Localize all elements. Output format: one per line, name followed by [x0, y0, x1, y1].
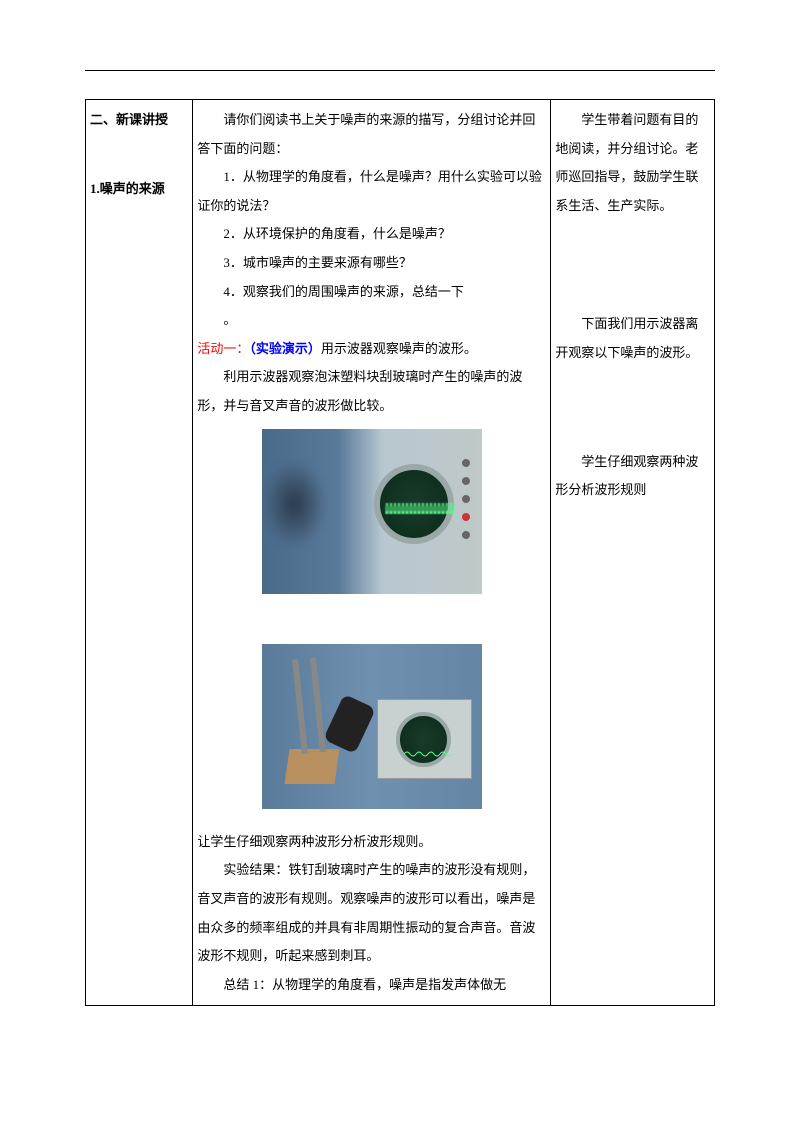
- question-3: 3．城市噪声的主要来源有哪些？: [197, 249, 546, 278]
- knob-red: [462, 513, 470, 521]
- oscilloscope-screen-1: [374, 464, 454, 544]
- note1-text: 学生带着问题有目的地阅读，并分组讨论。老师巡回指导，鼓励学生联系生活、生产实际。: [555, 106, 710, 220]
- note2-text: 下面我们用示波器离开观察以下噪声的波形。: [555, 310, 710, 367]
- intro-text: 请你们阅读书上关于噪声的来源的描写，分组讨论并回答下面的问题：: [197, 106, 546, 163]
- middle-column: 请你们阅读书上关于噪声的来源的描写，分组讨论并回答下面的问题： 1．从物理学的角…: [193, 100, 551, 1006]
- knob: [462, 495, 470, 503]
- lesson-table: 二、新课讲授 1.噪声的来源 请你们阅读书上关于噪声的来源的描写，分组讨论并回答…: [85, 99, 715, 1006]
- oscilloscope-screen-2: [396, 712, 451, 767]
- summary-text: 总结 1：从物理学的角度看，噪声是指发声体做无: [197, 971, 546, 1000]
- question-1: 1．从物理学的角度看，什么是噪声？用什么实验可以验证你的说法？: [197, 163, 546, 220]
- oscilloscope-noise-image: [262, 429, 482, 594]
- section-title: 二、新课讲授: [90, 106, 188, 135]
- left-column: 二、新课讲授 1.噪声的来源: [86, 100, 193, 1006]
- question-2: 2．从环境保护的角度看，什么是噪声？: [197, 220, 546, 249]
- microphone: [323, 694, 376, 754]
- knob: [462, 459, 470, 467]
- right-note-3: 学生仔细观察两种波形分析波形规则: [555, 448, 710, 505]
- note3-text: 学生仔细观察两种波形分析波形规则: [555, 448, 710, 505]
- question-4a: 4．观察我们的周围噪声的来源，总结一下: [197, 278, 546, 307]
- activity-demo: （实验演示）: [249, 341, 321, 356]
- question-4b: 。: [197, 306, 546, 335]
- right-note-1: 学生带着问题有目的地阅读，并分组讨论。老师巡回指导，鼓励学生联系生活、生产实际。: [555, 106, 710, 220]
- top-divider: [85, 70, 715, 71]
- fork-base: [284, 749, 339, 784]
- activity-text: 用示波器观察噪声的波形。: [321, 341, 477, 356]
- result-text: 实验结果：铁钉刮玻璃时产生的噪声的波形没有规则，音叉声音的波形有规则。观察噪声的…: [197, 856, 546, 970]
- osc-panel-1: [462, 449, 474, 569]
- observe-text: 让学生仔细观察两种波形分析波形规则。: [197, 828, 546, 857]
- tuning-fork: [292, 659, 308, 754]
- sine-wave: [404, 740, 452, 748]
- activity-line: 活动一：（实验演示）用示波器观察噪声的波形。: [197, 335, 546, 364]
- image-2-container: [197, 644, 546, 820]
- right-note-2: 下面我们用示波器离开观察以下噪声的波形。: [555, 310, 710, 367]
- knob: [462, 477, 470, 485]
- activity-desc: 利用示波器观察泡沫塑料块刮玻璃时产生的噪声的波形，并与音叉声音的波形做比较。: [197, 363, 546, 420]
- tuning-fork-image: [262, 644, 482, 809]
- oscilloscope-2: [377, 699, 472, 779]
- irregular-wave: [385, 506, 455, 514]
- mic-blur: [262, 459, 327, 549]
- right-column: 学生带着问题有目的地阅读，并分组讨论。老师巡回指导，鼓励学生联系生活、生产实际。…: [551, 100, 715, 1006]
- activity-label: 活动一：: [197, 341, 249, 356]
- image-1-container: [197, 429, 546, 605]
- knob: [462, 531, 470, 539]
- sub-title: 1.噪声的来源: [90, 175, 188, 204]
